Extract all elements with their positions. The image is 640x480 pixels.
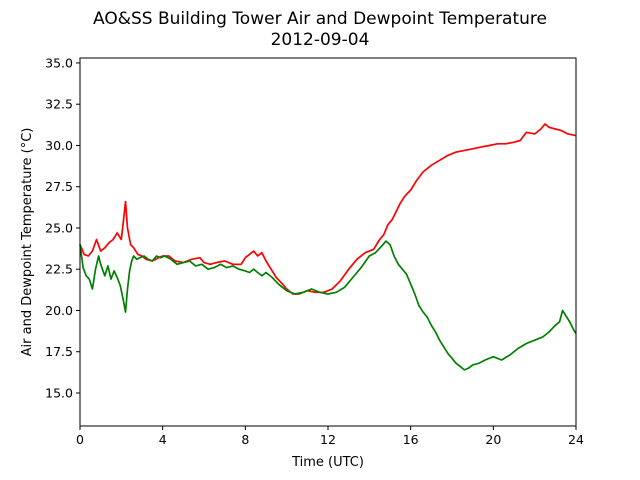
x-tick-label: 0: [76, 432, 84, 447]
dewpoint-temperature-line: [79, 240, 577, 371]
y-tick-label: 30.0: [45, 138, 73, 153]
chart-subtitle: 2012-09-04: [271, 30, 370, 50]
y-tick-label: 25.0: [45, 220, 73, 235]
x-tick-label: 12: [320, 432, 336, 447]
x-tick-label: 8: [241, 432, 249, 447]
x-tick-label: 20: [485, 432, 501, 447]
x-axis-label: Time (UTC): [291, 455, 364, 470]
x-tick-label: 16: [403, 432, 419, 447]
y-tick-label: 15.0: [45, 385, 73, 400]
x-axis: 0 4 8 12 16 20 24: [76, 426, 584, 447]
y-tick-label: 27.5: [45, 179, 73, 194]
x-tick-label: 4: [159, 432, 167, 447]
y-axis: 15.0 17.5 20.0 22.5 25.0 27.5 30.0 32.5 35.0: [45, 55, 80, 400]
plot-lines: [79, 123, 577, 371]
y-tick-label: 17.5: [45, 344, 73, 359]
plot-area-frame: [79, 57, 577, 427]
air-temperature-line: [79, 123, 577, 295]
x-tick-label: 24: [568, 432, 584, 447]
y-tick-label: 20.0: [45, 303, 73, 318]
y-tick-label: 22.5: [45, 262, 73, 277]
y-tick-label: 32.5: [45, 97, 73, 112]
y-tick-label: 35.0: [45, 55, 73, 70]
y-axis-label: Air and Dewpoint Temperature (°C): [20, 128, 35, 357]
chart-title: AO&SS Building Tower Air and Dewpoint Te…: [93, 9, 547, 29]
